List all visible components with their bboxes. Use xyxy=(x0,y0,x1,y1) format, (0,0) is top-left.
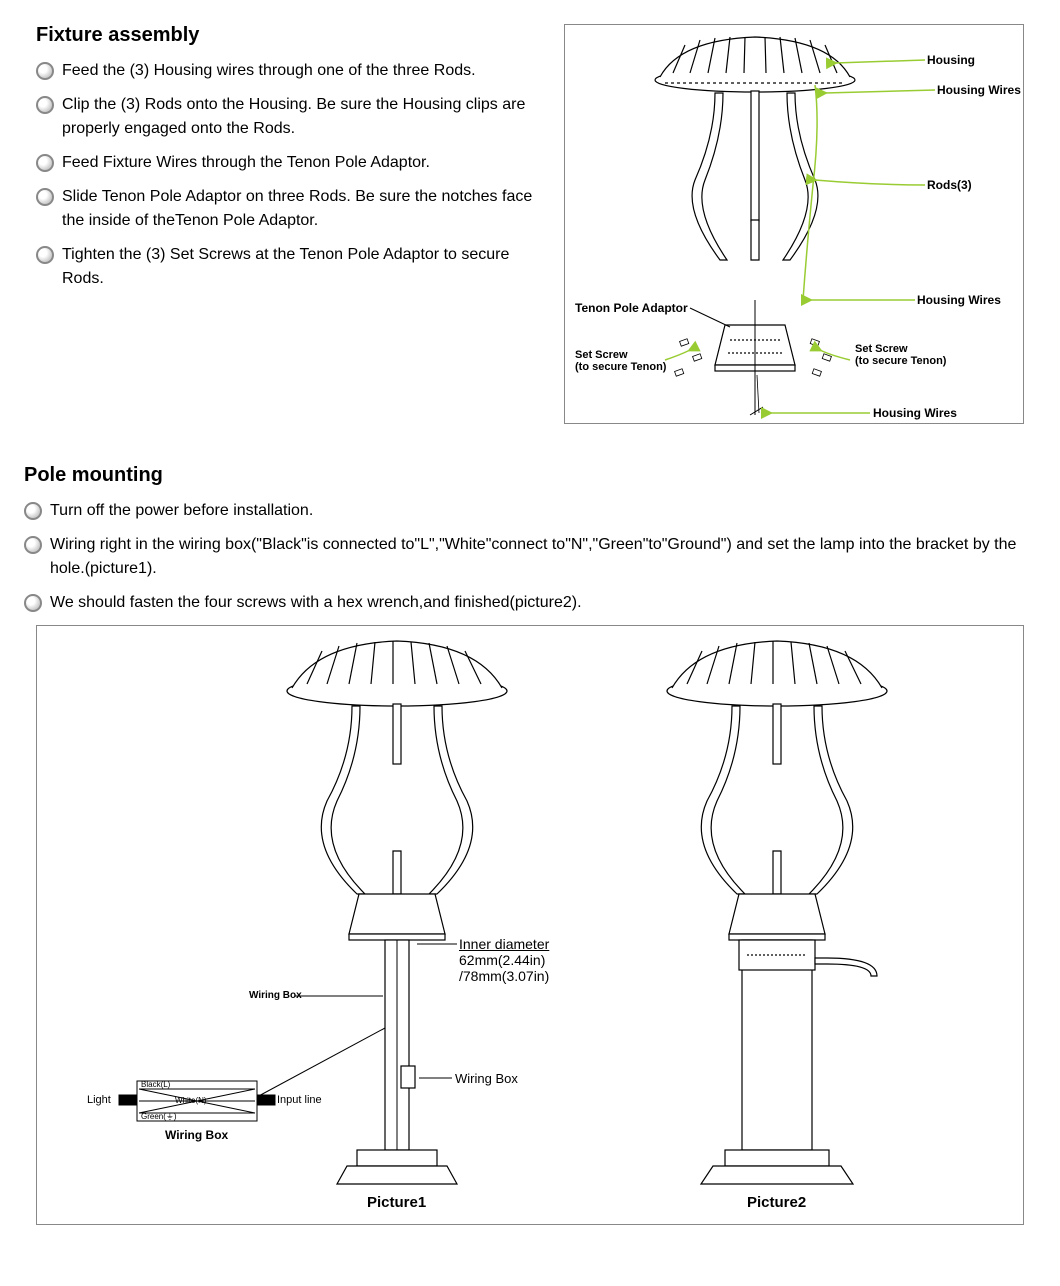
label-wiring-box-side: Wiring Box xyxy=(249,990,302,1001)
pole-mounting-section: Pole mounting Turn off the power before … xyxy=(36,464,1024,1225)
pole-mounting-diagram: Inner diameter 62mm(2.44in) /78mm(3.07in… xyxy=(36,625,1024,1225)
section2-title: Pole mounting xyxy=(24,464,1024,487)
label-housing-wires-3: Housing Wires xyxy=(873,406,957,420)
label-light: Light xyxy=(87,1094,111,1106)
fixture-assembly-diagram: Housing Housing Wires Rods(3) Housing Wi… xyxy=(564,24,1024,424)
label-input-line: Input line xyxy=(277,1094,322,1106)
fixture-assembly-section: Fixture assembly Feed the (3) Housing wi… xyxy=(36,24,1024,424)
label-inner-d2: /78mm(3.07in) xyxy=(459,968,549,984)
label-housing-wires: Housing Wires xyxy=(937,83,1021,97)
label-rods: Rods(3) xyxy=(927,178,972,192)
label-inner-d1: 62mm(2.44in) xyxy=(459,952,545,968)
label-housing-wires-2: Housing Wires xyxy=(917,293,1001,307)
label-wiring-box-title: Wiring Box xyxy=(165,1128,228,1142)
bullet-item: Wiring right in the wiring box("Black"is… xyxy=(24,533,1024,581)
label-tenon-adaptor: Tenon Pole Adaptor xyxy=(575,301,688,315)
fixture-assembly-text: Fixture assembly Feed the (3) Housing wi… xyxy=(36,24,544,301)
label-white: White(N) xyxy=(175,1096,207,1105)
label-housing: Housing xyxy=(927,53,975,67)
section1-bullets: Feed the (3) Housing wires through one o… xyxy=(36,59,544,291)
bullet-item: Feed the (3) Housing wires through one o… xyxy=(36,59,544,83)
bullet-item: Feed Fixture Wires through the Tenon Pol… xyxy=(36,151,544,175)
caption-picture2: Picture2 xyxy=(747,1194,806,1211)
bullet-item: Slide Tenon Pole Adaptor on three Rods. … xyxy=(36,185,544,233)
bullet-item: We should fasten the four screws with a … xyxy=(24,591,1024,615)
bullet-item: Clip the (3) Rods onto the Housing. Be s… xyxy=(36,93,544,141)
caption-picture1: Picture1 xyxy=(367,1194,426,1211)
section1-title: Fixture assembly xyxy=(36,24,544,47)
label-green: Green(⏚) xyxy=(141,1111,177,1122)
label-black: Black(L) xyxy=(141,1080,170,1089)
bullet-item: Tighten the (3) Set Screws at the Tenon … xyxy=(36,243,544,291)
label-set-screw-left: Set Screw (to secure Tenon) xyxy=(575,349,666,373)
section2-bullets: Turn off the power before installation. … xyxy=(24,499,1024,615)
bullet-item: Turn off the power before installation. xyxy=(24,499,1024,523)
label-set-screw-right: Set Screw (to secure Tenon) xyxy=(855,343,946,367)
label-wiring-box-pole: Wiring Box xyxy=(455,1071,518,1086)
label-inner-diameter: Inner diameter xyxy=(459,936,549,952)
